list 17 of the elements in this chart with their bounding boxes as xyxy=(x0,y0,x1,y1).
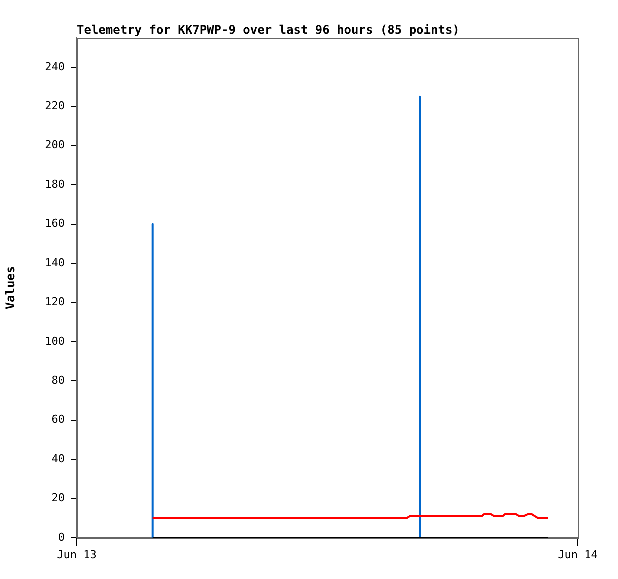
y-tick-label: 240 xyxy=(45,60,65,74)
chart-title: Telemetry for KK7PWP-9 over last 96 hours (85 points) xyxy=(77,23,460,38)
y-tick-label: 80 xyxy=(52,374,65,387)
y-tick-label: 0 xyxy=(58,530,65,544)
x-tick-label: Jun 13 xyxy=(57,548,97,562)
x-tick-label: Jun 14 xyxy=(558,548,598,562)
y-tick-label: 40 xyxy=(52,452,65,466)
y-axis-title: Values xyxy=(3,266,18,310)
y-tick-label: 200 xyxy=(45,138,65,152)
y-tick-label: 120 xyxy=(45,296,65,309)
y-tick-label: 20 xyxy=(52,492,65,505)
y-tick-label: 180 xyxy=(45,178,65,191)
y-tick-label: 220 xyxy=(45,99,65,112)
y-tick-label: 140 xyxy=(45,256,65,270)
y-tick-label: 60 xyxy=(52,413,65,426)
y-tick-label: 160 xyxy=(45,217,65,230)
y-tick-label: 100 xyxy=(45,334,65,348)
